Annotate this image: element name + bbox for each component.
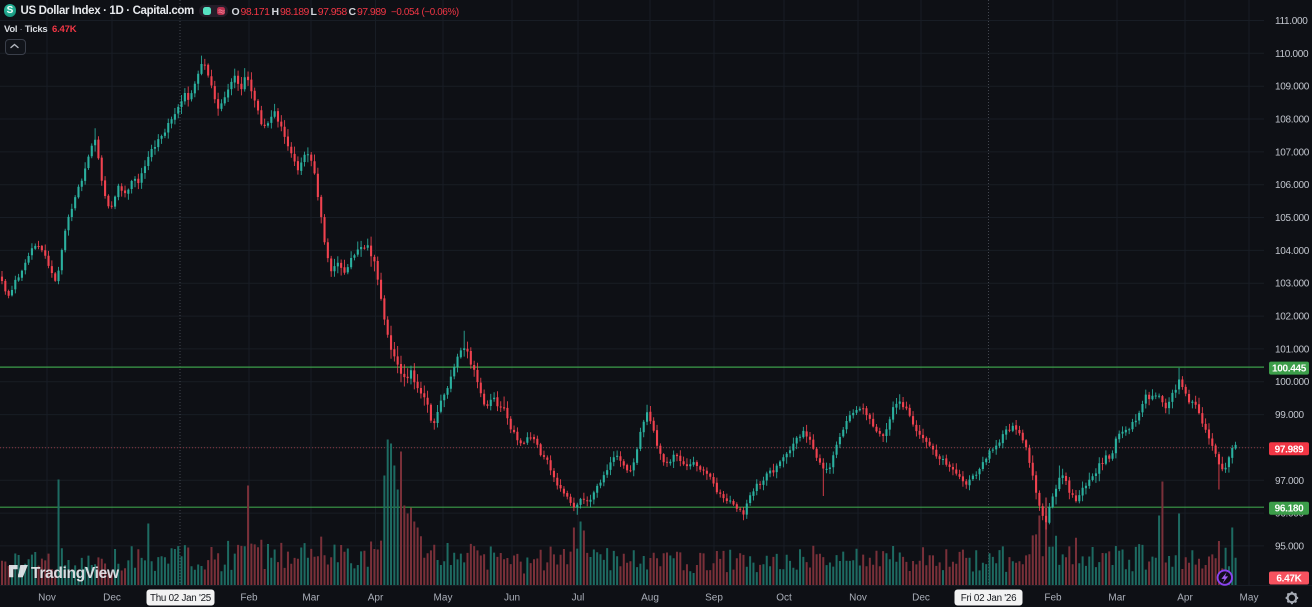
svg-text:109.000: 109.000 bbox=[1275, 82, 1310, 93]
svg-text:Nov: Nov bbox=[849, 593, 867, 604]
svg-text:Sep: Sep bbox=[705, 593, 723, 604]
svg-text:106.000: 106.000 bbox=[1275, 180, 1310, 191]
svg-text:May: May bbox=[434, 593, 453, 604]
svg-text:6.47K: 6.47K bbox=[1276, 574, 1302, 585]
svg-text:Aug: Aug bbox=[641, 593, 659, 604]
svg-text:Apr: Apr bbox=[368, 593, 384, 604]
svg-text:Mar: Mar bbox=[302, 593, 320, 604]
svg-text:97.000: 97.000 bbox=[1275, 476, 1305, 487]
svg-text:110.000: 110.000 bbox=[1275, 49, 1309, 60]
svg-text:99.000: 99.000 bbox=[1275, 410, 1305, 421]
svg-text:102.000: 102.000 bbox=[1275, 312, 1310, 323]
svg-text:Jun: Jun bbox=[504, 593, 520, 604]
svg-text:101.000: 101.000 bbox=[1275, 344, 1310, 355]
svg-text:107.000: 107.000 bbox=[1275, 147, 1310, 158]
svg-text:100.000: 100.000 bbox=[1275, 377, 1310, 388]
svg-text:Thu 02 Jan '25: Thu 02 Jan '25 bbox=[150, 593, 212, 604]
svg-text:104.000: 104.000 bbox=[1275, 246, 1310, 257]
svg-text:Mar: Mar bbox=[1108, 593, 1126, 604]
svg-text:97.989: 97.989 bbox=[1275, 444, 1305, 455]
svg-text:TradingView: TradingView bbox=[31, 565, 120, 582]
svg-text:Jul: Jul bbox=[572, 593, 585, 604]
svg-text:100.445: 100.445 bbox=[1272, 364, 1307, 375]
svg-text:Nov: Nov bbox=[38, 593, 56, 604]
svg-text:Oct: Oct bbox=[776, 593, 792, 604]
svg-text:Dec: Dec bbox=[103, 593, 121, 604]
svg-text:Apr: Apr bbox=[1177, 593, 1193, 604]
svg-text:Fri 02 Jan '26: Fri 02 Jan '26 bbox=[961, 593, 1017, 604]
svg-text:111.000: 111.000 bbox=[1275, 16, 1308, 27]
svg-text:Feb: Feb bbox=[240, 593, 258, 604]
svg-text:Feb: Feb bbox=[1044, 593, 1062, 604]
svg-text:Dec: Dec bbox=[912, 593, 930, 604]
svg-text:103.000: 103.000 bbox=[1275, 279, 1310, 290]
svg-text:May: May bbox=[1240, 593, 1259, 604]
svg-text:108.000: 108.000 bbox=[1275, 115, 1310, 126]
svg-text:105.000: 105.000 bbox=[1275, 213, 1310, 224]
svg-text:95.000: 95.000 bbox=[1275, 541, 1305, 552]
svg-text:96.180: 96.180 bbox=[1275, 504, 1305, 515]
